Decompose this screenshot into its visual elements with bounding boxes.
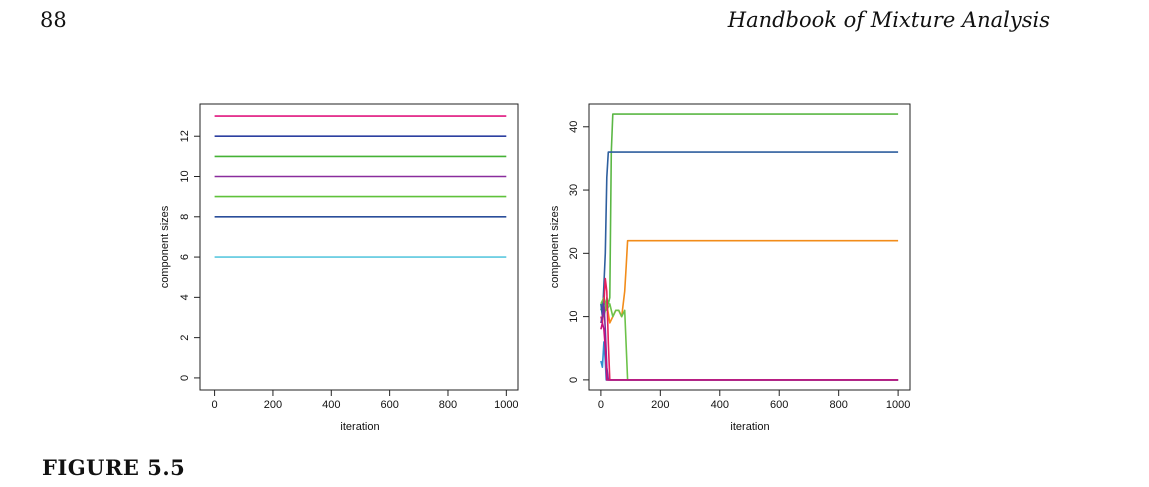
- y-tick-label: 4: [179, 294, 191, 300]
- series-line-6: [600, 303, 899, 381]
- x-tick-label: 1000: [494, 399, 518, 411]
- series-line-4: [600, 296, 899, 381]
- x-tick-label: 600: [770, 399, 788, 411]
- y-tick-label: 6: [179, 254, 191, 260]
- y-tick-label: 30: [568, 184, 580, 196]
- plot-frame: [199, 103, 519, 391]
- y-tick-label: 8: [179, 214, 191, 220]
- left-chart: 0 200 400 600 800 1000 0 2 4 6 8 10 12 iteration compo…: [159, 103, 519, 433]
- x-tick-label: 400: [322, 399, 340, 411]
- y-axis-title: component sizes: [159, 205, 171, 288]
- series-line-3: [600, 239, 899, 324]
- x-tick-label: 200: [264, 399, 282, 411]
- y-axis-title: component sizes: [549, 205, 561, 288]
- x-tick-label: 0: [212, 399, 218, 411]
- y-tick-label: 12: [179, 130, 191, 142]
- x-tick-label: 600: [380, 399, 398, 411]
- x-tick-label: 800: [829, 399, 847, 411]
- figure-label: FIGURE 5.5: [42, 455, 186, 480]
- y-tick-label: 10: [568, 310, 580, 322]
- x-tick-label: 1000: [886, 399, 910, 411]
- y-tick-label: 0: [568, 377, 580, 383]
- series-line-8: [600, 322, 899, 381]
- x-axis-title: iteration: [340, 421, 379, 433]
- y-tick-label: 20: [568, 247, 580, 259]
- right-chart: 0 200 400 600 800 1000 0 10 20 30 40 iteration compo…: [549, 103, 911, 433]
- series-line-2: [600, 151, 899, 318]
- x-tick-label: 400: [711, 399, 729, 411]
- plot-frame: [588, 103, 911, 391]
- y-tick-label: 0: [179, 375, 191, 381]
- x-tick-label: 200: [651, 399, 669, 411]
- series-line-5: [600, 277, 899, 381]
- series-line-1: [600, 113, 899, 318]
- x-tick-label: 0: [598, 399, 604, 411]
- x-axis-title: iteration: [730, 421, 769, 433]
- page-number: 88: [40, 8, 67, 32]
- running-title: Handbook of Mixture Analysis: [727, 8, 1050, 32]
- y-tick-label: 10: [179, 170, 191, 182]
- y-tick-label: 40: [568, 121, 580, 133]
- series-line-7: [600, 341, 899, 381]
- x-tick-label: 800: [439, 399, 457, 411]
- y-tick-label: 2: [179, 335, 191, 341]
